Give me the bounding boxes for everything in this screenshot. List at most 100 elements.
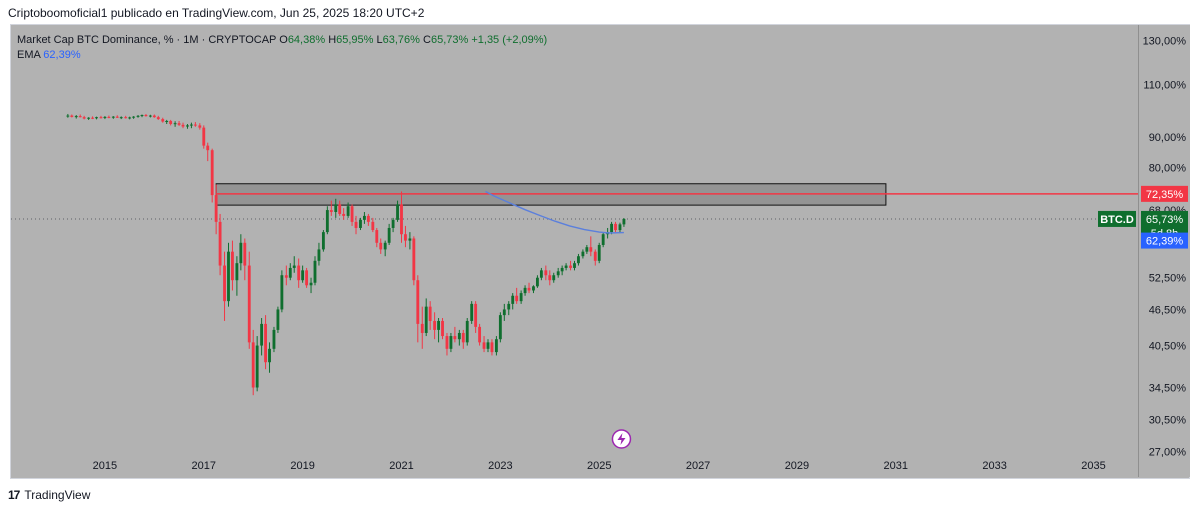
- candle-up: [573, 263, 576, 268]
- candle-down: [379, 242, 383, 250]
- candle-down: [420, 323, 424, 333]
- symbol-title[interactable]: Market Cap BTC Dominance, % · 1M · CRYPT…: [17, 34, 277, 46]
- candle-up: [519, 293, 523, 302]
- candle-up: [610, 223, 613, 233]
- candle-up: [173, 123, 177, 125]
- candle-down: [202, 127, 206, 146]
- candle-up: [532, 286, 535, 291]
- candle-down: [515, 295, 519, 302]
- x-tick-label: 2031: [884, 460, 908, 472]
- symbol-tag-bg: [1098, 210, 1136, 227]
- tradingview-logo[interactable]: 17 TradingView: [8, 486, 90, 504]
- candle-up: [511, 295, 515, 304]
- candle-up: [321, 232, 325, 250]
- candle-down: [115, 116, 119, 118]
- candle-up: [66, 115, 70, 117]
- y-tick-label: 30,50%: [1149, 415, 1187, 427]
- candle-up: [437, 320, 440, 330]
- candle-down: [404, 234, 407, 241]
- candle-down: [231, 251, 234, 281]
- candle-up: [346, 206, 350, 216]
- candle-up: [119, 117, 123, 119]
- x-tick-label: 2025: [587, 460, 611, 472]
- candle-down: [544, 270, 548, 276]
- y-tick-label: 46,50%: [1149, 304, 1187, 316]
- price-chart[interactable]: 2015 2017 2019 2021 2023 2025 2027 2029 2031 2033…: [11, 25, 1138, 477]
- price-scale-labels: 130,00%110,00%90,00%80,00%68,00%52,50%46…: [1141, 36, 1188, 459]
- candle-down: [284, 275, 288, 278]
- candle-down: [354, 221, 358, 228]
- candle-down: [366, 215, 370, 222]
- candle-up: [140, 115, 144, 117]
- candle-up: [523, 287, 527, 294]
- candle-down: [247, 265, 251, 343]
- candle-down: [569, 265, 572, 268]
- candle-up: [132, 116, 136, 118]
- ema-badge-text: 62,39%: [1146, 236, 1184, 248]
- y-tick-label: 80,00%: [1149, 163, 1187, 175]
- ema-badge: 62,39%: [1141, 232, 1188, 249]
- x-tick-label: 2015: [93, 460, 117, 472]
- candle-down: [428, 306, 432, 321]
- x-tick-label: 2027: [686, 460, 710, 472]
- candle-up: [391, 219, 395, 228]
- candle-down: [527, 287, 531, 291]
- candle-down: [589, 247, 593, 252]
- candle-down: [193, 124, 197, 126]
- change-value: +1,35 (+2,09%): [471, 34, 548, 46]
- price-scale[interactable]: 130,00%110,00%90,00%80,00%68,00%52,50%46…: [1138, 25, 1190, 477]
- candle-up: [334, 204, 338, 212]
- open-value: 64,38%: [287, 34, 326, 46]
- ema-label[interactable]: EMA: [17, 49, 41, 61]
- candle-up: [317, 249, 321, 261]
- resistance-badge: 72,35%: [1141, 185, 1188, 202]
- ema-legend-row: EMA 62,39%: [17, 48, 547, 63]
- candle-down: [416, 280, 420, 324]
- candle-up: [313, 260, 317, 283]
- candle-up: [309, 282, 313, 286]
- chart-frame: Market Cap BTC Dominance, % · 1M · CRYPT…: [10, 24, 1190, 479]
- candle-up: [280, 275, 284, 310]
- candle-down: [152, 115, 156, 118]
- candle-up: [465, 320, 469, 343]
- candle-down: [593, 251, 597, 261]
- candle-down: [210, 150, 214, 196]
- candle-up: [111, 116, 115, 118]
- candle-down: [78, 116, 82, 118]
- candle-up: [87, 117, 91, 119]
- candle-up: [552, 275, 556, 281]
- candle-up: [507, 303, 511, 310]
- candle-down: [375, 230, 379, 243]
- candle-down: [91, 117, 94, 119]
- y-tick-label: 110,00%: [1143, 79, 1186, 91]
- candle-up: [581, 251, 585, 257]
- candle-up: [148, 115, 152, 117]
- plot-area[interactable]: Market Cap BTC Dominance, % · 1M · CRYPT…: [11, 25, 1138, 477]
- candle-down: [223, 265, 226, 302]
- candle-up: [186, 125, 189, 127]
- candle-down: [82, 117, 86, 119]
- candle-down: [371, 221, 375, 231]
- x-tick-label: 2029: [785, 460, 809, 472]
- candle-up: [272, 329, 276, 349]
- candle-up: [424, 306, 428, 333]
- candle-down: [156, 117, 160, 120]
- ema-value: 62,39%: [43, 49, 81, 61]
- y-tick-label: 52,50%: [1149, 273, 1187, 285]
- candle-down: [548, 275, 552, 281]
- close-value: 65,73%: [430, 34, 469, 46]
- y-tick-label: 40,50%: [1149, 341, 1187, 353]
- candle-down: [206, 145, 210, 151]
- candle-up: [556, 271, 560, 276]
- candle-up: [359, 219, 362, 228]
- logo-text: TradingView: [24, 488, 91, 502]
- candle-down: [251, 342, 255, 388]
- x-tick-label: 2023: [488, 460, 512, 472]
- candle-down: [264, 323, 267, 363]
- tradingview-logo-icon: 17: [8, 488, 20, 502]
- candle-down: [441, 320, 444, 337]
- candle-up: [95, 117, 98, 119]
- y-tick-label: 90,00%: [1149, 132, 1187, 144]
- y-tick-label: 34,50%: [1149, 382, 1187, 394]
- candle-up: [189, 124, 193, 126]
